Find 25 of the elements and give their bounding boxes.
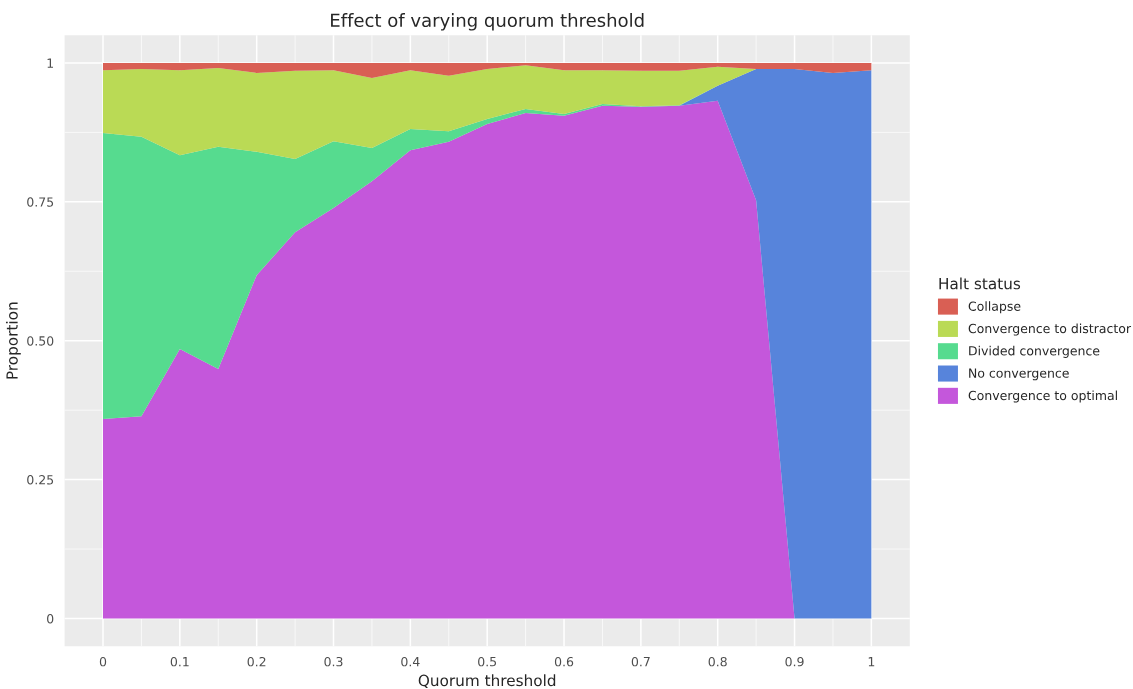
x-tick-label: 0 [99,656,107,667]
x-tick-label: 0.5 [478,656,497,667]
y-tick-label: 0.25 [27,475,54,485]
x-tick-label: 0.9 [785,656,804,667]
legend-title: Halt status [939,277,1021,290]
legend-label: Convergence to distractor [968,323,1132,336]
x-tick-label: 1 [868,657,875,667]
x-tick-label: 0.4 [401,656,420,667]
y-tick-label: 0.75 [27,197,54,207]
legend-label: No convergence [969,368,1069,381]
x-tick-label: 0.8 [708,656,727,667]
x-tick-label: 0.2 [247,656,266,667]
legend-label: Collapse [968,301,1021,314]
y-tick-label: 1 [47,58,54,68]
x-tick-label: 0.7 [631,656,650,667]
x-axis-title: Quorum threshold [418,674,556,688]
x-tick-label: 0.3 [324,656,343,667]
x-tick-label: 0.1 [170,656,189,667]
legend-label: Convergence to optimal [968,390,1117,403]
y-tick-label: 0.50 [27,336,54,346]
y-axis-title: Proportion [5,302,21,379]
y-tick-label: 0 [47,613,54,624]
x-tick-label: 0.6 [554,656,574,667]
chart-title: Effect of varying quorum threshold [331,13,644,31]
legend-label: Divided convergence [969,345,1100,358]
